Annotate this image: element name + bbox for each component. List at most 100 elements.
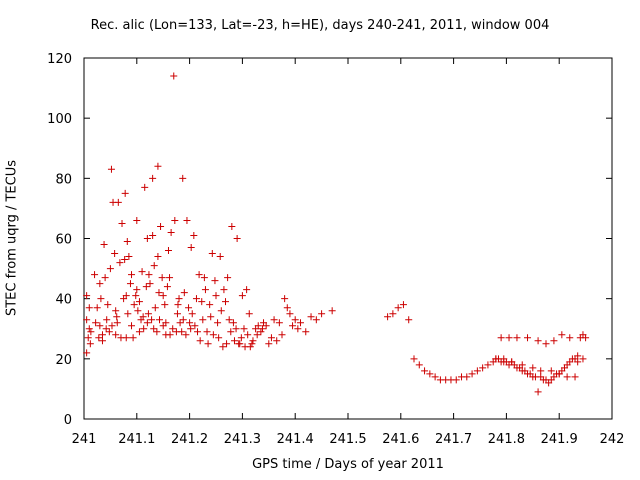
data-point — [452, 376, 460, 384]
data-point — [86, 340, 94, 348]
data-point — [169, 325, 177, 333]
data-point — [243, 286, 251, 294]
data-point — [188, 310, 196, 318]
data-point — [141, 183, 149, 191]
data-point — [85, 304, 93, 312]
data-point — [513, 334, 521, 342]
data-point — [97, 295, 105, 303]
data-point — [134, 307, 142, 315]
data-point — [563, 373, 571, 381]
data-point — [125, 253, 133, 261]
data-point — [182, 331, 190, 339]
data-point — [175, 295, 183, 303]
data-point — [229, 319, 237, 327]
data-point — [283, 304, 291, 312]
x-tick-label: 241.7 — [435, 432, 472, 447]
data-point — [542, 340, 550, 348]
data-point — [278, 331, 286, 339]
data-point — [262, 322, 270, 330]
data-point — [270, 316, 278, 324]
data-point — [500, 355, 508, 363]
data-point — [225, 316, 233, 324]
data-point — [200, 274, 208, 282]
data-point — [130, 301, 138, 309]
data-point — [275, 319, 283, 327]
y-tick-label: 0 — [64, 413, 72, 428]
data-point — [253, 331, 261, 339]
data-point — [95, 334, 103, 342]
data-point — [249, 337, 257, 345]
data-point — [187, 244, 195, 252]
data-point — [167, 228, 175, 236]
data-point — [149, 231, 157, 239]
data-point — [566, 334, 574, 342]
data-point — [222, 298, 230, 306]
data-point — [128, 322, 136, 330]
data-point — [258, 325, 266, 333]
data-point — [132, 292, 140, 300]
data-point — [150, 325, 158, 333]
data-point — [219, 343, 227, 351]
data-point — [100, 241, 108, 249]
data-point — [257, 328, 265, 336]
y-tick-label: 120 — [47, 52, 72, 67]
data-point — [156, 316, 164, 324]
data-point — [410, 355, 418, 363]
data-point — [214, 319, 222, 327]
data-point — [550, 337, 558, 345]
data-point — [227, 328, 235, 336]
data-point — [183, 216, 191, 224]
data-point — [209, 331, 217, 339]
data-point — [102, 325, 110, 333]
data-point — [140, 325, 148, 333]
data-point — [405, 316, 413, 324]
data-point — [123, 238, 131, 246]
data-point — [207, 313, 215, 321]
data-point — [294, 325, 302, 333]
data-point — [199, 316, 207, 324]
data-point — [113, 319, 121, 327]
data-point — [216, 253, 224, 261]
data-point — [139, 313, 147, 321]
data-point — [154, 253, 162, 261]
data-point — [492, 355, 500, 363]
data-point — [236, 340, 244, 348]
x-tick-label: 241.5 — [329, 432, 366, 447]
data-point — [208, 250, 216, 258]
data-point — [179, 316, 187, 324]
data-point — [206, 301, 214, 309]
data-point — [98, 337, 106, 345]
data-point — [185, 304, 193, 312]
x-tick-label: 241.8 — [488, 432, 525, 447]
data-point — [296, 319, 304, 327]
data-point — [143, 235, 151, 242]
data-point — [524, 334, 532, 342]
y-tick-label: 20 — [55, 353, 72, 368]
data-point — [149, 174, 157, 182]
data-point — [157, 222, 165, 230]
data-point — [291, 316, 299, 324]
data-point — [399, 301, 407, 309]
data-point — [534, 337, 542, 345]
data-point — [484, 361, 492, 369]
data-point — [83, 316, 91, 324]
data-point — [106, 265, 114, 273]
data-point — [133, 216, 141, 224]
y-tick-label: 60 — [55, 233, 72, 248]
data-point — [302, 328, 310, 336]
data-point — [186, 319, 194, 327]
data-point — [121, 189, 129, 197]
data-point — [468, 370, 476, 378]
data-point — [237, 334, 245, 342]
data-point — [384, 313, 392, 321]
data-point — [233, 235, 241, 242]
data-point — [104, 301, 112, 309]
data-point — [178, 328, 186, 336]
data-point — [505, 334, 513, 342]
data-point — [289, 322, 297, 330]
data-point — [195, 271, 203, 279]
y-tick-label: 40 — [55, 293, 72, 308]
data-point — [163, 283, 171, 291]
data-point — [534, 388, 542, 396]
data-point — [133, 286, 141, 294]
